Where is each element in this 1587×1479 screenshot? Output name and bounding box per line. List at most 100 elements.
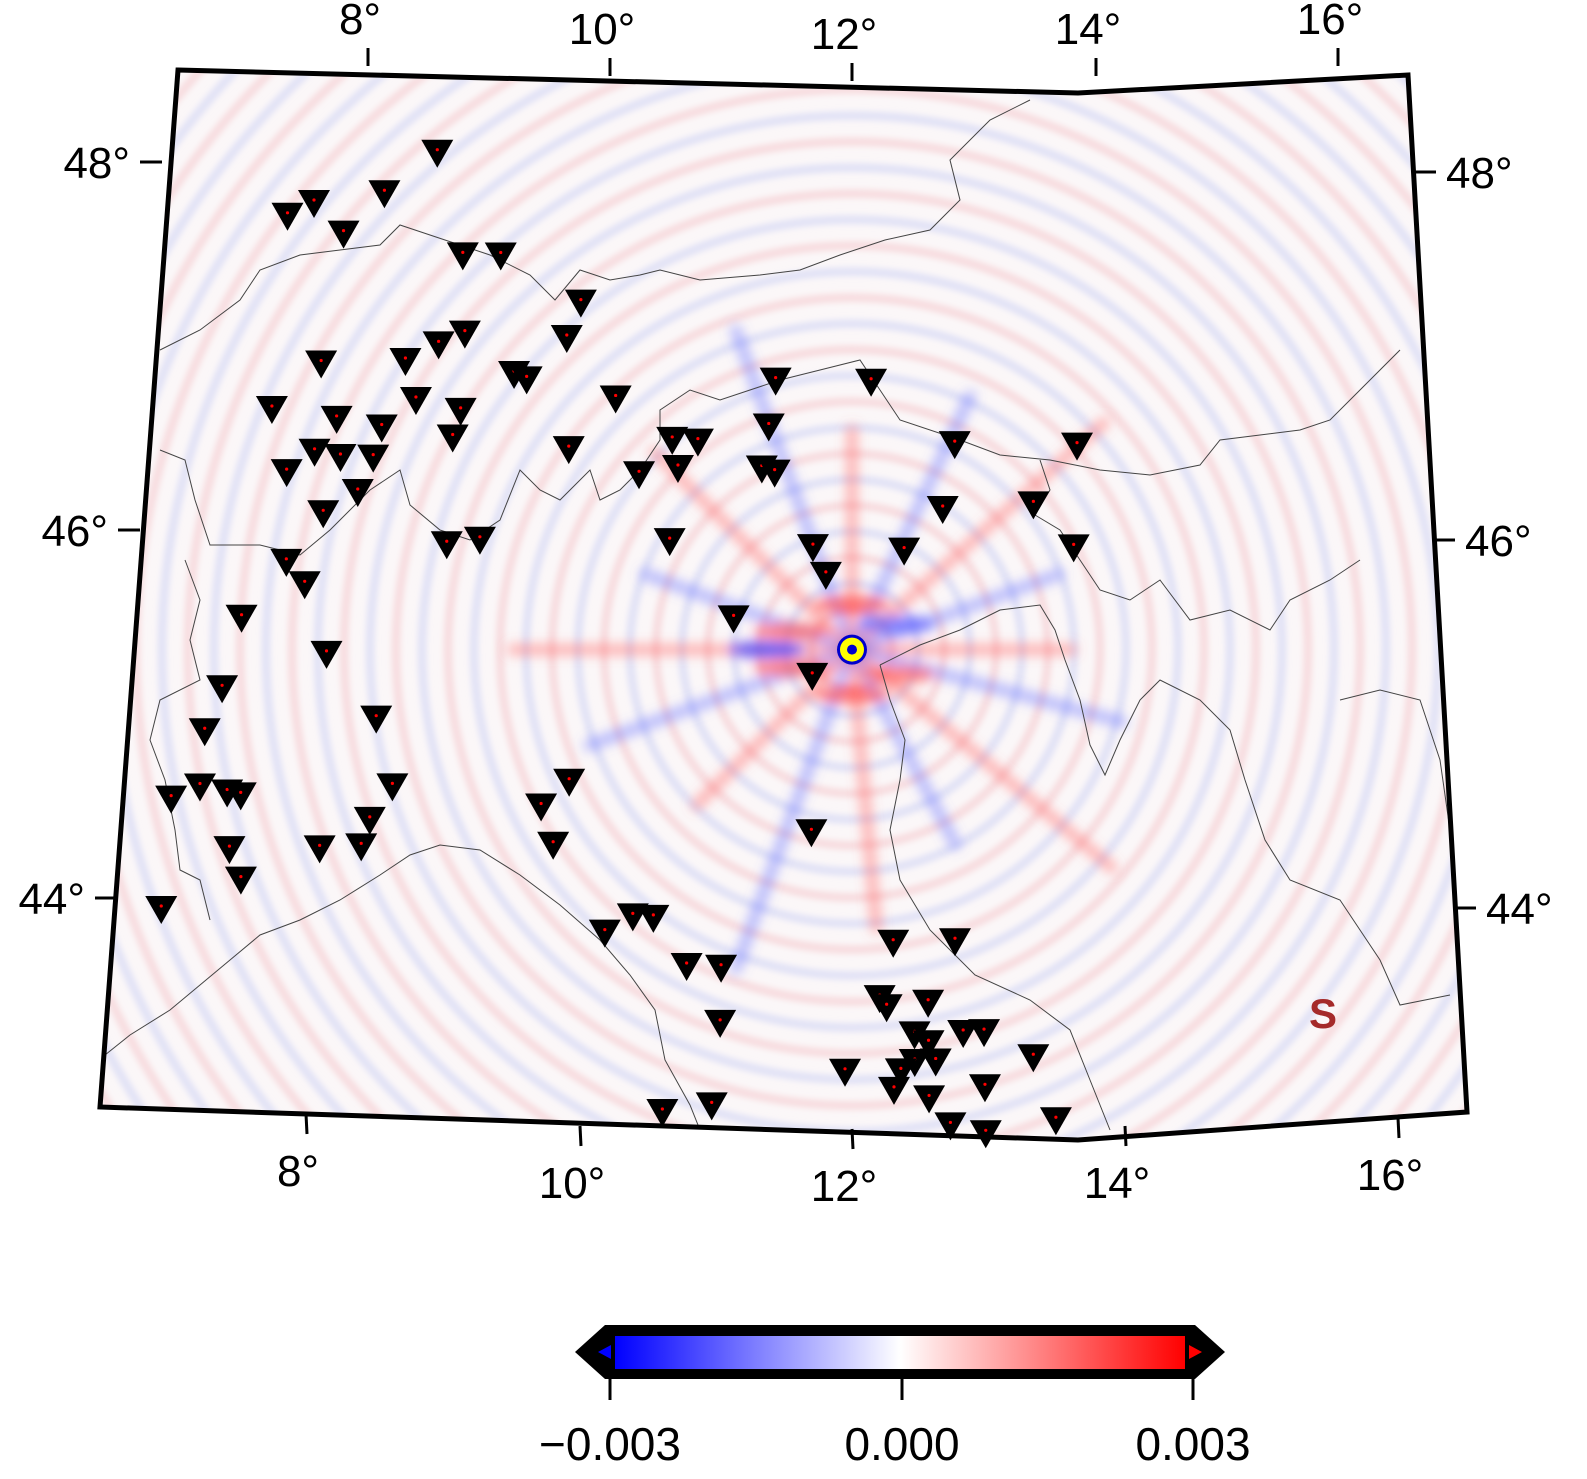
station-marker[interactable] (855, 368, 888, 397)
station-marker[interactable] (436, 424, 469, 453)
station-marker[interactable] (368, 180, 401, 209)
station-marker[interactable] (430, 531, 463, 560)
station-marker[interactable] (1057, 534, 1090, 563)
station-marker[interactable] (224, 782, 257, 811)
station-marker[interactable] (938, 928, 971, 957)
station-marker[interactable] (324, 443, 357, 472)
station-marker[interactable] (305, 350, 338, 379)
station-marker[interactable] (271, 202, 304, 231)
station-marker[interactable] (919, 1048, 952, 1077)
station-marker[interactable] (183, 773, 216, 802)
station-marker[interactable] (796, 662, 829, 691)
station-marker[interactable] (653, 528, 686, 557)
station-triangle-icon (809, 561, 842, 590)
station-marker[interactable] (550, 325, 583, 353)
station-marker[interactable] (327, 220, 360, 249)
station-marker[interactable] (188, 718, 221, 747)
station-marker[interactable] (1039, 1107, 1072, 1136)
station-marker[interactable] (588, 919, 621, 948)
station-marker[interactable] (510, 366, 543, 395)
station-marker[interactable] (1061, 432, 1094, 461)
station-marker[interactable] (206, 675, 239, 704)
station-marker[interactable] (376, 773, 409, 802)
station-marker[interactable] (968, 1074, 1001, 1103)
station-marker[interactable] (947, 1019, 980, 1048)
station-marker[interactable] (145, 896, 178, 924)
station-marker[interactable] (599, 385, 632, 414)
station-marker[interactable] (912, 989, 945, 1018)
station-marker[interactable] (829, 1058, 862, 1087)
station-marker[interactable] (255, 396, 288, 424)
station-marker[interactable] (353, 806, 386, 835)
station-marker[interactable] (320, 405, 353, 434)
station-marker[interactable] (552, 436, 585, 465)
station-marker[interactable] (877, 929, 910, 958)
station-marker[interactable] (926, 496, 959, 525)
station-marker[interactable] (421, 139, 454, 168)
station-marker[interactable] (389, 348, 422, 376)
station-marker[interactable] (303, 835, 336, 864)
station-marker[interactable] (752, 413, 785, 442)
station-marker[interactable] (938, 431, 971, 460)
station-marker[interactable] (360, 705, 393, 734)
station-marker[interactable] (564, 289, 597, 318)
station-marker[interactable] (656, 426, 689, 455)
station-marker[interactable] (623, 461, 656, 490)
station-marker[interactable] (809, 561, 842, 590)
station-marker[interactable] (484, 242, 517, 271)
station-marker[interactable] (884, 1058, 917, 1087)
station-marker[interactable] (298, 438, 331, 467)
station-marker[interactable] (888, 537, 921, 566)
station-marker[interactable] (288, 571, 321, 600)
station-marker[interactable] (870, 994, 903, 1023)
station-dot (892, 1085, 896, 1089)
station-marker[interactable] (298, 190, 331, 219)
station-marker[interactable] (759, 367, 792, 396)
station-marker[interactable] (695, 1092, 728, 1121)
station-marker[interactable] (1017, 491, 1050, 520)
station-marker[interactable] (795, 819, 828, 848)
source-marker[interactable] (837, 634, 867, 665)
station-marker[interactable] (448, 320, 481, 349)
station-marker[interactable] (463, 526, 496, 555)
station-marker[interactable] (968, 1019, 1001, 1048)
station-marker[interactable] (969, 1120, 1002, 1149)
station-marker[interactable] (670, 952, 703, 981)
station-marker[interactable] (661, 454, 694, 483)
station-marker[interactable] (1017, 1044, 1050, 1073)
station-marker[interactable] (224, 866, 257, 895)
station-marker[interactable] (913, 1085, 946, 1114)
station-marker[interactable] (705, 954, 738, 983)
station-marker[interactable] (422, 331, 455, 360)
station-marker[interactable] (446, 242, 479, 271)
station-marker[interactable] (553, 768, 586, 797)
station-dot (435, 148, 439, 152)
station-marker[interactable] (310, 640, 343, 669)
station-marker[interactable] (758, 459, 791, 488)
station-marker[interactable] (357, 444, 390, 473)
station-marker[interactable] (444, 397, 477, 426)
wavefront-ring (339, 137, 1365, 1140)
station-dot (551, 840, 555, 844)
station-marker[interactable] (637, 904, 670, 933)
station-marker[interactable] (877, 1076, 910, 1105)
station-marker[interactable] (225, 604, 258, 633)
station-marker[interactable] (270, 459, 303, 488)
station-marker[interactable] (399, 387, 432, 416)
station-marker[interactable] (717, 605, 750, 634)
station-marker[interactable] (912, 1030, 945, 1059)
station-marker[interactable] (646, 1098, 679, 1127)
station-marker[interactable] (213, 836, 246, 865)
station-marker[interactable] (270, 548, 303, 577)
station-marker[interactable] (704, 1009, 737, 1038)
station-marker[interactable] (525, 793, 558, 822)
station-marker[interactable] (345, 833, 378, 862)
station-marker[interactable] (365, 414, 398, 443)
station-marker[interactable] (796, 534, 829, 563)
station-marker[interactable] (341, 478, 374, 507)
station-marker[interactable] (537, 831, 570, 860)
station-marker[interactable] (155, 785, 188, 814)
station-marker[interactable] (934, 1112, 967, 1141)
station-marker[interactable] (307, 500, 340, 529)
station-marker[interactable] (681, 428, 714, 457)
